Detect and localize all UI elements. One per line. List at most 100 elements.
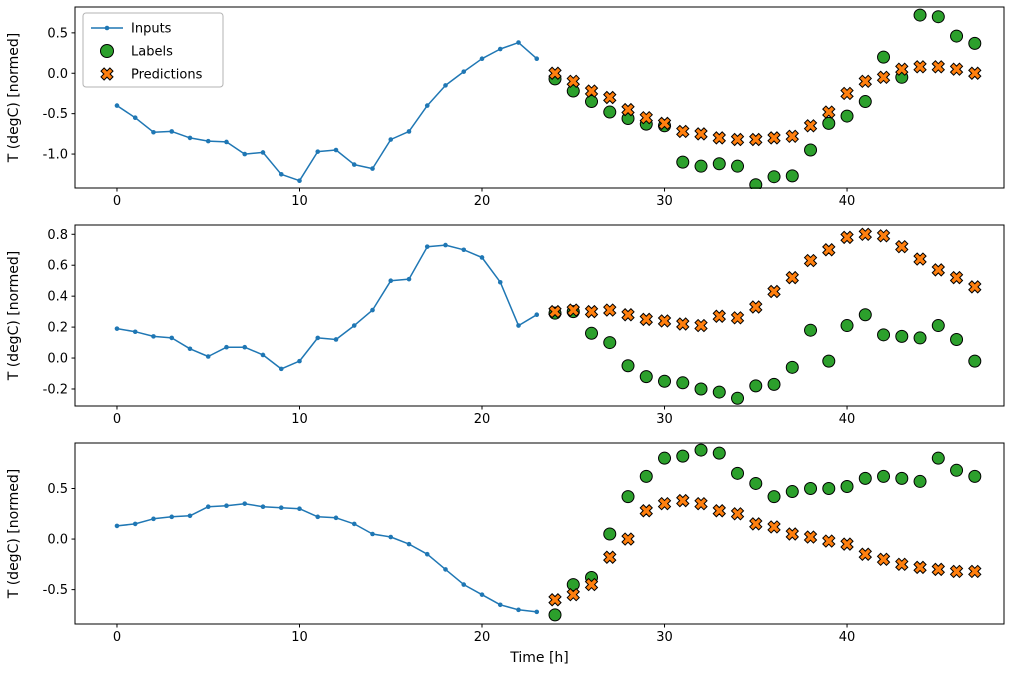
x-tick-label: 30 — [656, 630, 673, 645]
prediction-x-marker — [858, 547, 873, 561]
input-point-marker — [479, 255, 485, 260]
label-circle-marker — [621, 359, 635, 373]
label-circle-marker — [676, 449, 690, 463]
prediction-x-marker — [931, 263, 946, 277]
input-point-marker — [497, 46, 503, 52]
label-circle-marker — [767, 490, 781, 504]
input-point-marker — [351, 521, 357, 527]
x-tick-label: 30 — [656, 412, 673, 427]
prediction-x-marker — [566, 303, 580, 317]
label-circle-marker — [895, 329, 909, 343]
prediction-x-marker — [785, 527, 800, 541]
series-group — [114, 8, 982, 189]
prediction-x-marker — [803, 253, 818, 268]
prediction-x-marker — [949, 270, 964, 285]
prediction-x-marker — [822, 534, 836, 548]
label-circle-marker — [658, 451, 672, 465]
prediction-x-marker — [949, 564, 964, 579]
label-circle-marker — [913, 331, 927, 345]
label-circle-marker — [877, 328, 891, 342]
prediction-x-marker — [621, 102, 635, 117]
prediction-x-marker — [767, 284, 781, 299]
legend-labels-circle-icon — [100, 44, 114, 58]
label-circle-marker — [694, 382, 708, 396]
input-point-marker — [461, 69, 467, 74]
prediction-x-marker — [913, 60, 927, 74]
prediction-x-marker — [730, 132, 745, 147]
prediction-x-marker — [639, 504, 653, 518]
x-tick-label: 10 — [291, 630, 308, 645]
prediction-x-marker — [968, 280, 982, 294]
input-point-marker — [260, 352, 266, 358]
prediction-x-marker — [931, 60, 946, 74]
prediction-x-marker — [712, 131, 726, 145]
prediction-x-marker — [840, 230, 854, 245]
y-tick-label: -0.2 — [43, 382, 68, 397]
label-circle-marker — [785, 485, 799, 499]
prediction-x-marker — [621, 308, 635, 322]
input-point-marker — [406, 276, 412, 282]
x-tick-label: 20 — [474, 194, 491, 209]
input-point-marker — [242, 344, 248, 350]
label-circle-marker — [840, 479, 854, 493]
series-group — [114, 227, 982, 405]
prediction-x-marker — [603, 550, 617, 564]
input-point-marker — [169, 335, 175, 341]
input-point-marker — [351, 323, 357, 328]
label-circle-marker — [804, 143, 818, 157]
x-axis-label: Time [h] — [509, 650, 569, 666]
prediction-x-marker — [895, 557, 909, 572]
label-circle-marker — [877, 469, 891, 483]
label-circle-marker — [804, 323, 818, 337]
input-point-marker — [497, 602, 503, 608]
input-point-marker — [169, 129, 175, 134]
label-circle-marker — [913, 8, 927, 22]
prediction-x-marker — [840, 537, 854, 551]
input-point-marker — [151, 129, 156, 135]
input-point-marker — [333, 515, 339, 521]
inputs-line — [116, 244, 538, 370]
prediction-x-marker — [584, 84, 599, 98]
y-tick-label: 0.0 — [47, 67, 68, 82]
label-circle-marker — [694, 159, 708, 173]
input-point-marker — [406, 541, 412, 547]
x-tick-label: 20 — [474, 412, 491, 427]
inputs-series — [114, 242, 540, 372]
label-circle-marker — [712, 446, 726, 460]
input-point-marker — [315, 514, 321, 520]
label-circle-marker — [858, 95, 872, 109]
prediction-x-marker — [803, 530, 818, 544]
prediction-x-marker — [949, 62, 964, 76]
legend-label: Labels — [131, 45, 173, 60]
input-point-marker — [169, 514, 175, 520]
label-circle-marker — [712, 385, 726, 399]
label-circle-marker — [968, 36, 982, 50]
prediction-x-marker — [676, 124, 690, 139]
x-tick-label: 30 — [656, 194, 673, 209]
prediction-x-marker — [694, 318, 708, 333]
input-point-marker — [461, 582, 467, 587]
y-tick-label: 0.0 — [47, 533, 68, 548]
x-tick-label: 40 — [839, 630, 856, 645]
y-tick-label: 0.4 — [47, 290, 68, 305]
input-point-marker — [205, 354, 211, 359]
input-point-marker — [114, 103, 120, 108]
label-circle-marker — [822, 116, 836, 130]
input-point-marker — [297, 506, 302, 512]
input-point-marker — [333, 147, 339, 153]
label-circle-marker — [585, 326, 599, 340]
input-point-marker — [516, 607, 521, 613]
input-point-marker — [187, 346, 193, 352]
input-point-marker — [114, 326, 120, 331]
label-circle-marker — [950, 332, 964, 346]
input-point-marker — [242, 151, 248, 157]
label-circle-marker — [767, 377, 781, 391]
input-point-marker — [351, 162, 357, 167]
prediction-x-marker — [749, 132, 763, 147]
prediction-x-marker — [566, 587, 580, 602]
prediction-x-marker — [657, 116, 672, 131]
input-point-marker — [443, 83, 448, 88]
label-circle-marker — [566, 578, 580, 592]
label-circle-marker — [968, 354, 982, 368]
